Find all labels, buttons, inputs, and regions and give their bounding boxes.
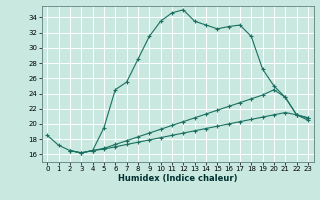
- X-axis label: Humidex (Indice chaleur): Humidex (Indice chaleur): [118, 174, 237, 183]
